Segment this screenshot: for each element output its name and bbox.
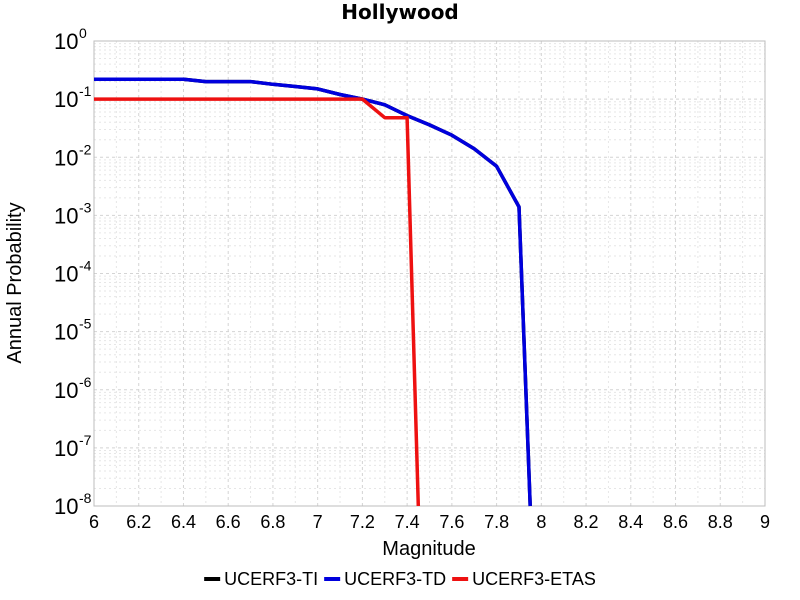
y-tick-base: 10	[54, 320, 78, 345]
y-axis-label: Annual Probability	[4, 202, 26, 363]
x-tick-label: 8	[536, 512, 546, 532]
series-line-ucerf3-td	[94, 77, 532, 507]
y-tick-base: 10	[54, 145, 78, 170]
y-tick-base: 10	[54, 494, 78, 519]
y-tick-label: 10 -1	[54, 83, 92, 112]
x-tick-label: 6.4	[171, 512, 196, 532]
y-tick-base: 10	[54, 203, 78, 228]
y-tick-label: 10 0	[54, 25, 87, 54]
legend-label: UCERF3-TD	[344, 569, 446, 589]
y-tick-label: 10 -3	[54, 199, 92, 228]
y-tick-exponent: -5	[79, 316, 92, 332]
x-tick-label: 6	[89, 512, 99, 532]
x-tick-label: 7	[313, 512, 323, 532]
x-tick-label: 8.6	[663, 512, 688, 532]
series-line-ucerf3-etas	[94, 97, 421, 507]
x-tick-label: 8.4	[618, 512, 643, 532]
y-tick-exponent: -3	[79, 199, 92, 215]
y-tick-exponent: -1	[79, 83, 92, 99]
y-tick-exponent: -4	[79, 258, 92, 274]
plot-area-border	[93, 40, 766, 507]
grid	[93, 40, 766, 507]
x-axis-ticks: 6 6.2 6.4 6.6 6.8 7 7.2 7.4 7.6 7.8 8 8.2 8.4 8.6 8.8 9	[89, 512, 770, 532]
y-tick-base: 10	[54, 436, 78, 461]
x-tick-label: 6.6	[216, 512, 241, 532]
y-tick-exponent: -6	[79, 374, 92, 390]
legend-label: UCERF3-TI	[224, 569, 318, 589]
x-tick-label: 8.8	[708, 512, 733, 532]
x-tick-label: 7.8	[484, 512, 509, 532]
legend: UCERF3-TI UCERF3-TD UCERF3-ETAS	[204, 569, 596, 589]
y-tick-base: 10	[54, 87, 78, 112]
y-tick-label: 10 -7	[54, 432, 92, 461]
x-tick-label: 6.2	[126, 512, 151, 532]
y-tick-label: 10 -2	[54, 141, 92, 170]
x-tick-label: 9	[760, 512, 770, 532]
y-tick-exponent: -8	[79, 490, 92, 506]
legend-label: UCERF3-ETAS	[472, 569, 596, 589]
y-tick-base: 10	[54, 29, 78, 54]
x-tick-label: 7.2	[350, 512, 375, 532]
y-tick-base: 10	[54, 378, 78, 403]
y-tick-label: 10 -8	[54, 490, 92, 519]
y-tick-exponent: -7	[79, 432, 92, 448]
series-group	[94, 77, 532, 507]
x-tick-label: 8.2	[574, 512, 599, 532]
y-tick-base: 10	[54, 262, 78, 287]
x-tick-label: 6.8	[260, 512, 285, 532]
x-tick-label: 7.4	[395, 512, 420, 532]
legend-item: UCERF3-ETAS	[452, 569, 596, 589]
y-tick-label: 10 -6	[54, 374, 92, 403]
y-tick-label: 10 -5	[54, 316, 92, 345]
x-axis-label: Magnitude	[382, 538, 475, 560]
x-tick-label: 7.6	[439, 512, 464, 532]
y-tick-exponent: 0	[79, 25, 87, 41]
legend-item: UCERF3-TI	[204, 569, 318, 589]
y-tick-exponent: -2	[79, 141, 92, 157]
chart-title: Hollywood	[341, 0, 459, 24]
legend-item: UCERF3-TD	[324, 569, 446, 589]
y-tick-label: 10 -4	[54, 258, 92, 287]
